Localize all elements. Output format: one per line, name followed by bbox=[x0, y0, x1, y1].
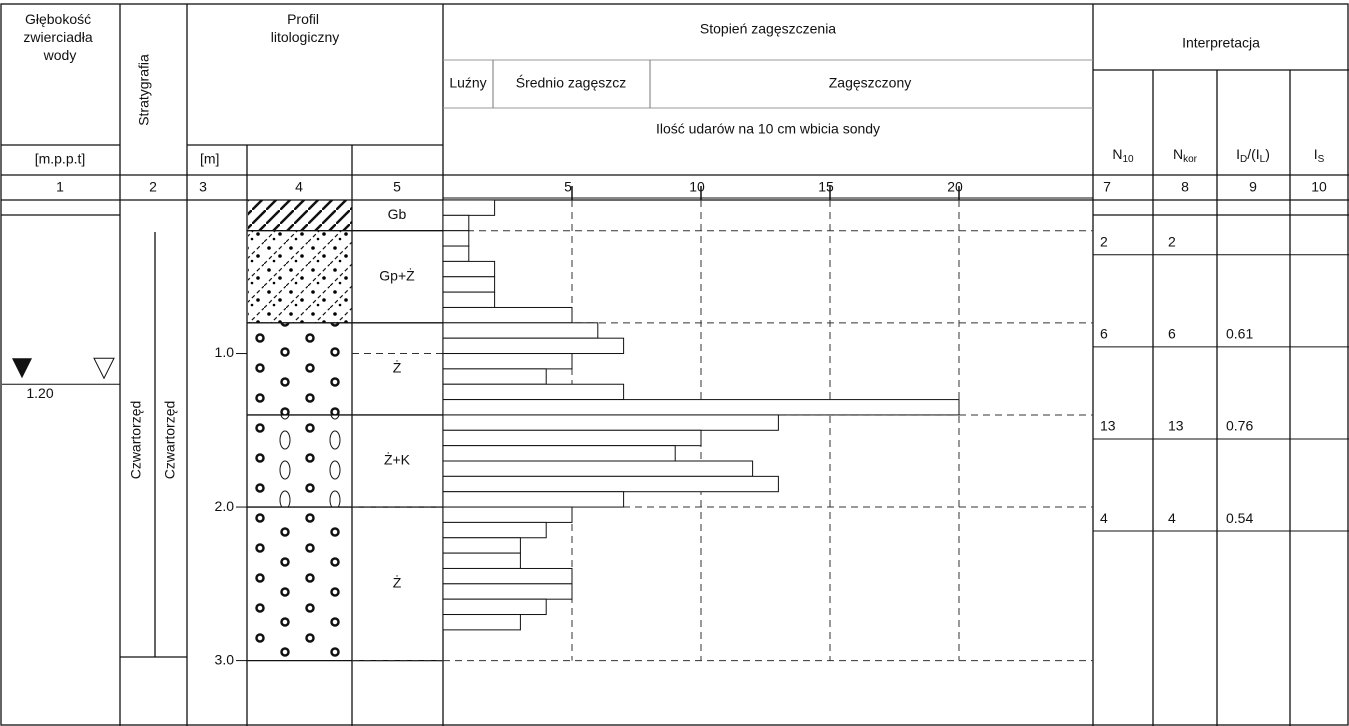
column-number: 8 bbox=[1181, 179, 1189, 195]
column-header: N10 bbox=[1112, 146, 1134, 165]
frame bbox=[1, 4, 1349, 726]
bar bbox=[443, 415, 778, 430]
bar bbox=[443, 430, 701, 445]
header: Zagęszczony bbox=[829, 75, 911, 91]
header: Stratygrafia bbox=[136, 54, 152, 126]
column-number: 4 bbox=[295, 179, 303, 195]
header: Ilość udarów na 10 cm wbicia sondy bbox=[656, 121, 880, 137]
x-tick-label: 5 bbox=[564, 179, 572, 195]
interpretation-value: 6 bbox=[1168, 326, 1176, 342]
column-number: 5 bbox=[393, 179, 401, 195]
water-level: 1.20 bbox=[26, 385, 53, 401]
bar bbox=[443, 323, 598, 338]
interpretation-value: 2 bbox=[1168, 233, 1176, 249]
interpretation-value: 4 bbox=[1100, 510, 1108, 526]
unit: [m] bbox=[200, 151, 219, 167]
unit: [m.p.p.t] bbox=[35, 151, 86, 167]
probing-log: Głębokość zwierciadła wody Stratygrafia … bbox=[0, 0, 1349, 726]
column-number: 2 bbox=[149, 179, 157, 195]
interpretation-value: 0.54 bbox=[1226, 510, 1253, 526]
interpretation-value: 0.76 bbox=[1226, 418, 1253, 434]
header: Profil litologiczny bbox=[271, 11, 339, 45]
column-number: 10 bbox=[1311, 179, 1327, 195]
interpretation-value: 0.61 bbox=[1226, 326, 1253, 342]
header: Średnio zagęszcz bbox=[516, 74, 627, 91]
column-number: 7 bbox=[1103, 179, 1111, 195]
bar bbox=[443, 200, 495, 215]
lithology bbox=[248, 507, 352, 661]
bar bbox=[443, 538, 520, 553]
y-tick-label: 1.0 bbox=[215, 344, 235, 360]
column-number: 9 bbox=[1249, 179, 1257, 195]
bar bbox=[443, 461, 753, 476]
interpretation-value: 13 bbox=[1168, 418, 1184, 434]
x-tick-label: 20 bbox=[947, 179, 963, 195]
stratigraphy: Czwartorzęd bbox=[128, 401, 144, 480]
stratigraphy: Czwartorzęd bbox=[162, 401, 178, 480]
y-tick-label: 3.0 bbox=[215, 651, 235, 667]
x-tick-label: 10 bbox=[689, 179, 705, 195]
bar bbox=[443, 446, 675, 461]
bar bbox=[443, 507, 572, 522]
bar bbox=[443, 553, 520, 568]
lithology bbox=[248, 200, 352, 231]
bar bbox=[443, 338, 624, 353]
column-number: 3 bbox=[199, 179, 207, 195]
bar bbox=[443, 261, 495, 276]
bar bbox=[443, 400, 959, 415]
bar bbox=[443, 476, 778, 491]
bar bbox=[443, 615, 520, 630]
interpretation-value: 6 bbox=[1100, 326, 1108, 342]
column-header: IS bbox=[1314, 146, 1325, 165]
interpretation-value: 2 bbox=[1100, 233, 1108, 249]
headers: Głębokość zwierciadła wody Stratygrafia … bbox=[23, 11, 1260, 167]
bar bbox=[443, 369, 546, 384]
interpretation-value: 4 bbox=[1168, 510, 1176, 526]
bar bbox=[443, 231, 469, 246]
soil-label: Gb bbox=[388, 206, 407, 222]
bar bbox=[443, 384, 624, 399]
water-symbol bbox=[12, 358, 32, 378]
lithology bbox=[248, 415, 352, 507]
header: Interpretacja bbox=[1182, 35, 1260, 51]
header: Luźny bbox=[449, 75, 486, 91]
column-number: 1 bbox=[56, 179, 64, 195]
bar bbox=[443, 354, 572, 369]
x-tick-label: 15 bbox=[818, 179, 834, 195]
header: Stopień zagęszczenia bbox=[700, 21, 836, 37]
soil-label: Ż bbox=[393, 574, 402, 591]
bar bbox=[443, 277, 495, 292]
bar bbox=[443, 307, 572, 322]
bar bbox=[443, 584, 572, 599]
lithology bbox=[248, 231, 352, 323]
lithology bbox=[248, 323, 352, 415]
soil-label: Ż+K bbox=[384, 451, 411, 468]
bar bbox=[443, 522, 546, 537]
bar bbox=[443, 292, 495, 307]
water-symbol bbox=[94, 358, 114, 378]
y-tick-label: 2.0 bbox=[215, 498, 235, 514]
column-header: Nkor bbox=[1173, 146, 1198, 165]
bar bbox=[443, 599, 546, 614]
bar bbox=[443, 215, 469, 230]
interpretation-value: 13 bbox=[1100, 418, 1116, 434]
soil-label: Gp+Ż bbox=[379, 266, 415, 283]
bar bbox=[443, 568, 572, 583]
bar bbox=[443, 246, 469, 261]
header: Głębokość zwierciadła wody bbox=[23, 11, 96, 63]
bar bbox=[443, 492, 624, 507]
column-header: ID/(IL) bbox=[1236, 146, 1270, 165]
soil-label: Ż bbox=[393, 359, 402, 376]
